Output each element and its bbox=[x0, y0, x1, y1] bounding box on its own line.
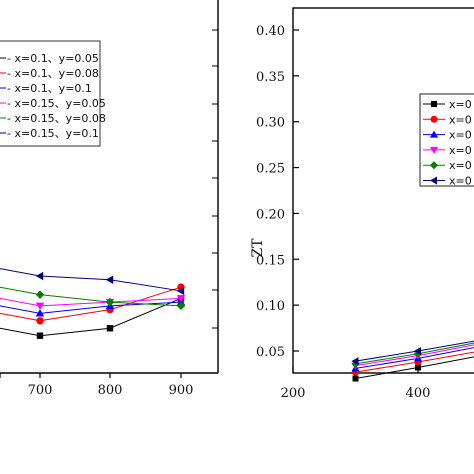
right-y-tick-label: 0.25 bbox=[256, 162, 285, 177]
right-y-tick-label: 0.40 bbox=[256, 24, 285, 39]
left-series-line-3 bbox=[0, 297, 182, 307]
left-legend-entry: - x=0.1、y=0.08 bbox=[7, 67, 99, 80]
left-series-0-point bbox=[36, 332, 44, 339]
left-series-5-point bbox=[35, 271, 44, 281]
right-legend-entry: x=0 bbox=[449, 113, 472, 126]
right-legend-swatch-marker bbox=[430, 130, 438, 138]
right-legend-entry: x=0 bbox=[449, 175, 472, 188]
right-legend-swatch-marker bbox=[430, 115, 438, 123]
right-y-tick-label: 0.15 bbox=[256, 253, 285, 268]
right-series-0-point bbox=[415, 364, 421, 371]
left-legend-entry: - x=0.15、y=0.08 bbox=[7, 112, 106, 125]
left-legend-box bbox=[0, 40, 101, 147]
left-series-5-point bbox=[105, 275, 114, 284]
right-y-tick-label: 0.05 bbox=[256, 345, 285, 360]
right-legend: x=0 x=0 x=0 x=0 x=0 x=0 bbox=[419, 93, 474, 188]
left-series-4-point bbox=[176, 301, 186, 311]
right-legend-entry: x=0 bbox=[449, 98, 472, 111]
left-legend-entry: - x=0.15、y=0.1 bbox=[7, 127, 99, 140]
left-x-tick-label: 800 bbox=[98, 383, 123, 398]
right-y-tick-label: 0.20 bbox=[256, 207, 285, 222]
right-legend-swatch-marker bbox=[430, 161, 438, 170]
right-x-tick-label: 400 bbox=[406, 386, 431, 401]
left-series-1-point bbox=[36, 317, 44, 325]
left-series-line-0 bbox=[0, 297, 182, 337]
right-legend-swatch-marker bbox=[430, 146, 438, 154]
right-legend-entry: x=0 bbox=[449, 144, 472, 157]
right-series-5-point bbox=[351, 357, 359, 366]
left-series-0-point bbox=[106, 325, 114, 332]
left-series-3-point bbox=[176, 295, 186, 303]
right-y-tick-label: 0.10 bbox=[256, 299, 285, 314]
right-y-axis-label: ZT bbox=[250, 238, 266, 258]
right-series-line-2 bbox=[355, 347, 474, 369]
left-series-5-point bbox=[176, 286, 185, 296]
right-chart-panel: 0.05 0.10 0.15 0.20 0.25 0.30 0.35 0.40 200 400 Z… bbox=[250, 7, 474, 401]
left-series-3-point bbox=[35, 302, 45, 311]
left-series-4-point bbox=[35, 290, 45, 299]
left-series-line-1 bbox=[0, 286, 182, 322]
right-legend-box bbox=[419, 93, 474, 187]
right-y-tick-label: 0.35 bbox=[256, 70, 285, 85]
left-x-tick-label: 900 bbox=[169, 383, 194, 398]
left-legend: - x=0.1、y=0.05 - x=0.1、y=0.08 - x=0.1、y=0.… bbox=[0, 40, 106, 147]
right-plot-frame bbox=[292, 7, 474, 374]
left-legend-entry: - x=0.15、y=0.05 bbox=[7, 97, 106, 110]
left-legend-entry: - x=0.1、y=0.1 bbox=[7, 82, 92, 95]
left-series-2-point bbox=[35, 309, 45, 317]
right-legend-entry: x=0 bbox=[449, 159, 472, 172]
right-y-tick-label: 0.30 bbox=[256, 116, 285, 131]
left-series-line-5 bbox=[0, 268, 182, 292]
left-legend-entry: - x=0.1、y=0.05 bbox=[7, 52, 99, 65]
right-legend-swatch-marker bbox=[431, 101, 437, 107]
right-legend-swatch-marker bbox=[430, 176, 437, 185]
left-x-tick-label: 700 bbox=[28, 383, 53, 398]
right-series-0-point bbox=[352, 375, 359, 382]
left-series-4-point bbox=[105, 297, 115, 307]
left-series-line-4 bbox=[0, 286, 182, 307]
right-legend-entry: x=0 bbox=[449, 129, 472, 142]
left-chart-panel: 700 800 900 - x=0.1、y=0.05- x=0.1、y=0.08- … bbox=[0, 0, 219, 398]
right-x-tick-label: 200 bbox=[281, 386, 306, 401]
right-series-5-point bbox=[414, 347, 421, 355]
